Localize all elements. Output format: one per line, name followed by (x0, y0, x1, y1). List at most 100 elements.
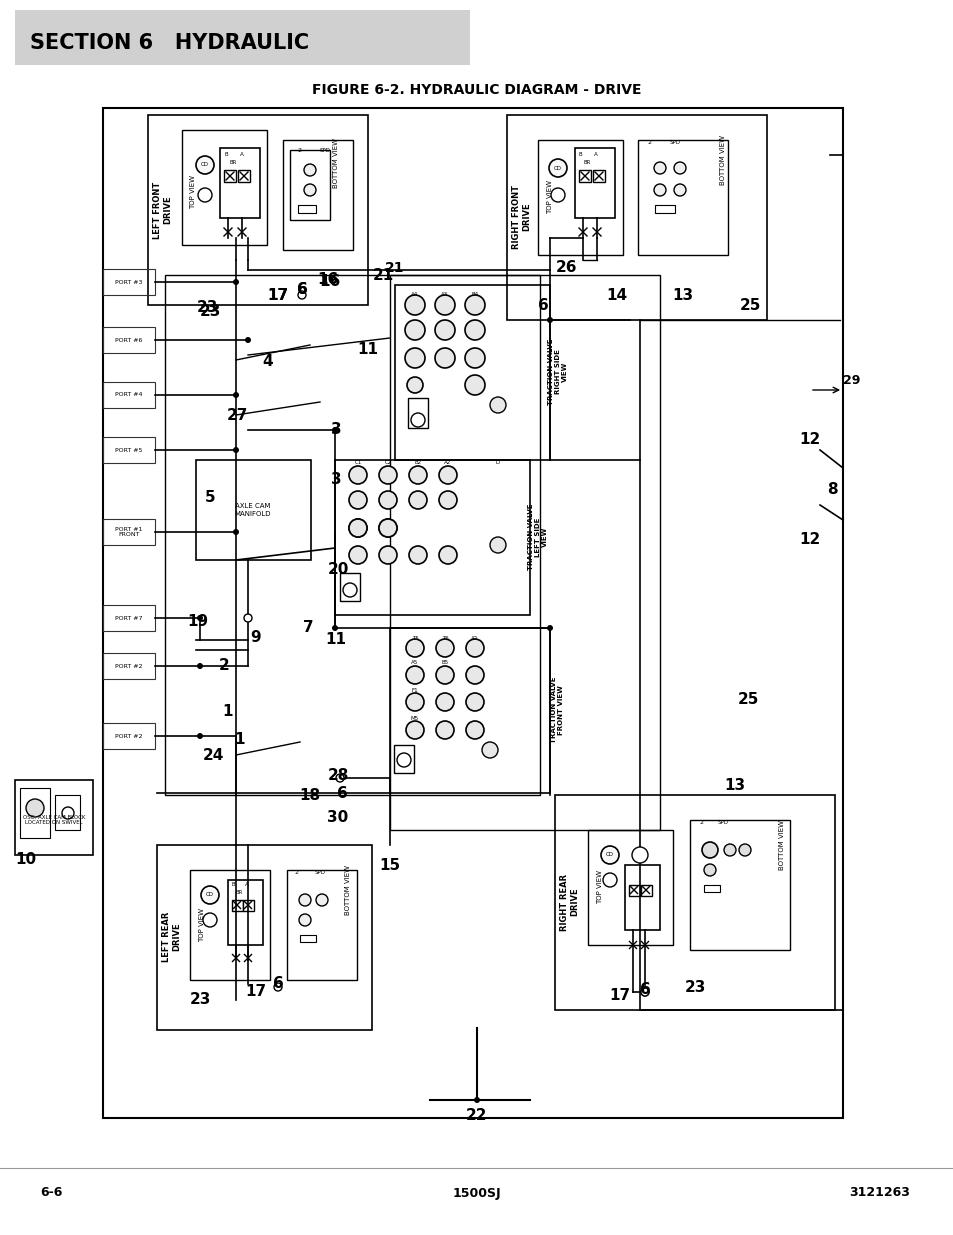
Circle shape (201, 885, 219, 904)
Text: 6: 6 (296, 282, 307, 296)
Text: TOP VIEW: TOP VIEW (546, 180, 553, 214)
Bar (395, 285, 550, 459)
Circle shape (406, 666, 423, 684)
Text: 15: 15 (379, 857, 400, 872)
Circle shape (481, 742, 497, 758)
Text: 13: 13 (723, 778, 745, 793)
Bar (506, 115, 766, 320)
Text: A4: A4 (411, 293, 418, 298)
Text: PORT #2: PORT #2 (115, 663, 143, 668)
Circle shape (332, 427, 337, 433)
Circle shape (436, 693, 454, 711)
Bar (15, 781, 92, 855)
Text: B: B (224, 152, 228, 158)
Circle shape (409, 492, 427, 509)
Circle shape (378, 519, 396, 537)
Bar (103, 269, 154, 295)
Text: 28: 28 (327, 767, 349, 783)
Circle shape (409, 466, 427, 484)
Text: RIGHT REAR
DRIVE: RIGHT REAR DRIVE (559, 873, 579, 930)
Circle shape (464, 375, 484, 395)
Text: 26: 26 (556, 261, 578, 275)
Text: BR: BR (229, 161, 236, 165)
Text: SECTION 6   HYDRAULIC: SECTION 6 HYDRAULIC (30, 33, 309, 53)
Circle shape (233, 391, 239, 398)
Text: BOTTOM VIEW: BOTTOM VIEW (720, 135, 725, 185)
Text: A: A (245, 882, 249, 887)
Circle shape (490, 396, 505, 412)
Circle shape (196, 615, 203, 621)
Text: 2: 2 (297, 148, 302, 153)
Circle shape (703, 864, 716, 876)
Text: BR: BR (582, 161, 590, 165)
Circle shape (464, 320, 484, 340)
Bar (537, 140, 622, 254)
Text: 17: 17 (267, 289, 288, 304)
Text: LEFT FRONT
DRIVE: LEFT FRONT DRIVE (153, 182, 172, 238)
Circle shape (436, 721, 454, 739)
Circle shape (465, 693, 483, 711)
Circle shape (26, 799, 44, 818)
Circle shape (436, 666, 454, 684)
Text: BOTTOM VIEW: BOTTOM VIEW (333, 138, 338, 188)
Circle shape (378, 492, 396, 509)
Bar (297, 205, 315, 212)
Circle shape (298, 914, 311, 926)
Text: 3121263: 3121263 (848, 1187, 909, 1199)
Bar (394, 745, 414, 773)
Circle shape (407, 377, 422, 393)
Text: C1: C1 (354, 461, 361, 466)
Bar (103, 437, 154, 463)
Text: SPD: SPD (319, 148, 331, 153)
Circle shape (435, 348, 455, 368)
Text: A: A (240, 152, 244, 158)
Bar (195, 459, 311, 559)
Circle shape (195, 156, 213, 174)
Text: A2: A2 (471, 636, 478, 641)
Circle shape (332, 625, 337, 631)
Bar (157, 845, 372, 1030)
Circle shape (551, 188, 564, 203)
Circle shape (654, 184, 665, 196)
Bar (220, 148, 260, 219)
Text: C2: C2 (384, 461, 392, 466)
Text: RIGHT FRONT
DRIVE: RIGHT FRONT DRIVE (512, 185, 531, 249)
Circle shape (464, 295, 484, 315)
Circle shape (631, 847, 647, 863)
Text: 6-6: 6-6 (40, 1187, 62, 1199)
Text: 27: 27 (226, 408, 248, 422)
Text: TOP VIEW: TOP VIEW (190, 175, 195, 209)
Circle shape (233, 529, 239, 535)
Circle shape (378, 466, 396, 484)
Bar (390, 275, 659, 830)
Text: BR: BR (235, 890, 242, 895)
Bar (555, 795, 834, 1010)
Bar (689, 820, 789, 950)
Bar (243, 900, 253, 911)
Bar (283, 140, 353, 249)
Circle shape (343, 583, 356, 597)
Circle shape (464, 348, 484, 368)
Text: PORT #1
FRONT: PORT #1 FRONT (115, 526, 143, 537)
Bar (190, 869, 270, 981)
Text: A3: A3 (441, 293, 448, 298)
Text: 5: 5 (205, 490, 215, 505)
Bar (624, 864, 659, 930)
Circle shape (405, 295, 424, 315)
Circle shape (546, 625, 553, 631)
Circle shape (406, 721, 423, 739)
Bar (290, 149, 330, 220)
Text: 2: 2 (700, 820, 703, 825)
Circle shape (409, 546, 427, 564)
Bar (638, 140, 727, 254)
Text: 18: 18 (299, 788, 320, 803)
Circle shape (465, 721, 483, 739)
Circle shape (196, 663, 203, 669)
Text: 19: 19 (187, 615, 209, 630)
Bar (575, 148, 615, 219)
Bar (703, 885, 720, 892)
Text: 6: 6 (639, 982, 650, 997)
Circle shape (378, 546, 396, 564)
Circle shape (465, 638, 483, 657)
Text: 17: 17 (267, 289, 288, 304)
